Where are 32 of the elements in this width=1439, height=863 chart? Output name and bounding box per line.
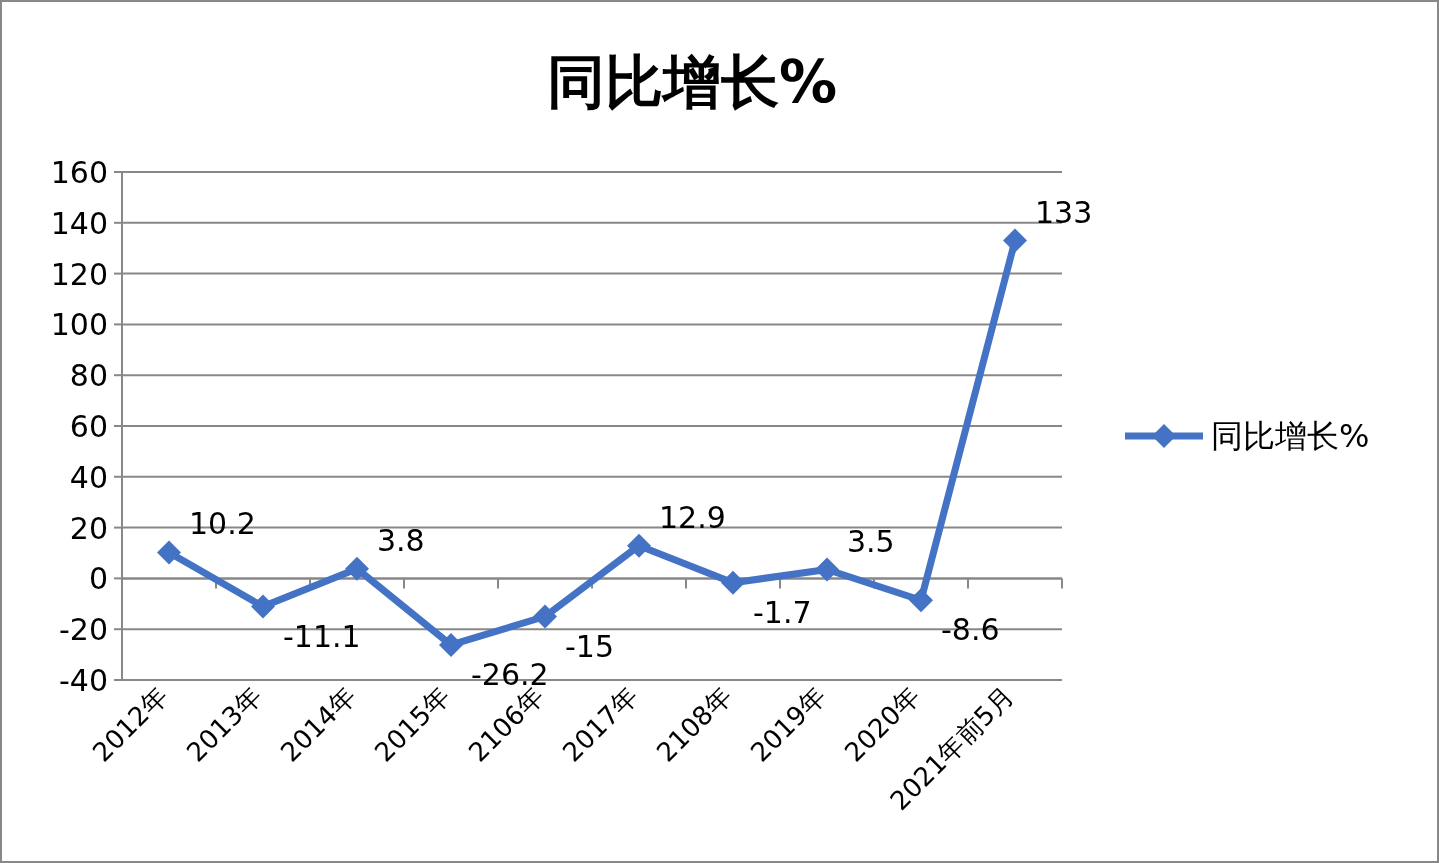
- y-tick-label: 120: [50, 256, 108, 292]
- y-tick-label: 160: [50, 155, 108, 190]
- data-label: -15: [565, 628, 614, 664]
- point: [909, 588, 933, 613]
- legend-label: 同比增长%: [1211, 417, 1370, 455]
- data-label: 133: [1035, 194, 1093, 230]
- data-label: 3.5: [847, 523, 895, 559]
- y-tick-label: 60: [69, 409, 108, 444]
- data-label: 3.8: [377, 522, 425, 558]
- point: [533, 604, 557, 629]
- y-tick-label: -20: [59, 612, 108, 648]
- point: [439, 632, 463, 657]
- point: [721, 570, 745, 595]
- y-tick-label: 0: [88, 561, 108, 597]
- data-label: 10.2: [189, 506, 256, 542]
- point: [1003, 228, 1027, 253]
- data-label: -11.1: [283, 618, 361, 654]
- y-tick-label: 100: [50, 307, 108, 343]
- y-tick-label: 140: [50, 205, 108, 241]
- y-tick-label: -40: [59, 663, 108, 698]
- point: [157, 540, 181, 565]
- point: [627, 533, 651, 558]
- point: [251, 594, 275, 619]
- y-tick-label: 40: [69, 459, 108, 495]
- data-label: 12.9: [659, 499, 726, 535]
- chart-title: 同比增长%: [546, 48, 838, 116]
- data-label: -1.7: [753, 594, 812, 630]
- data-label: -8.6: [941, 612, 1000, 648]
- y-tick-label: 20: [69, 510, 108, 546]
- point: [345, 556, 369, 581]
- point: [815, 557, 839, 582]
- y-tick-label: 80: [69, 358, 108, 394]
